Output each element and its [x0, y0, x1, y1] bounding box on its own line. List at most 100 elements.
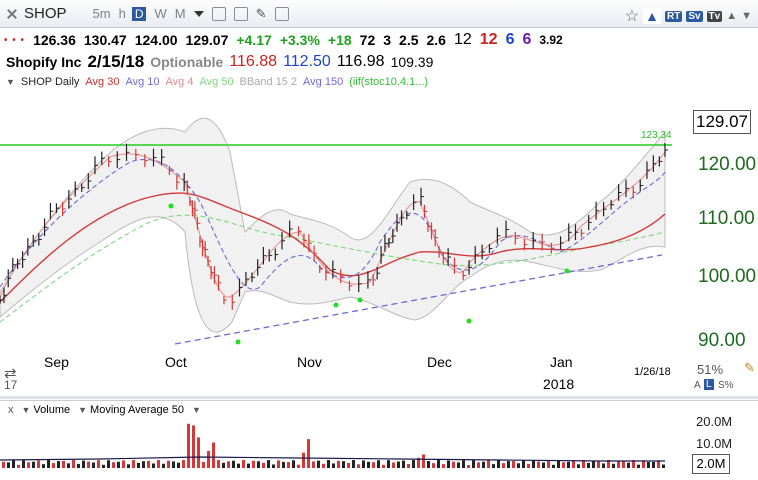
volume-title[interactable]: Volume: [33, 403, 71, 416]
star-icon[interactable]: ☆: [624, 8, 640, 25]
volume-bar: [192, 425, 195, 468]
signal-dot: [466, 318, 472, 324]
volume-bar: [52, 463, 55, 468]
legend-title[interactable]: SHOP Daily: [20, 76, 80, 88]
volume-chart[interactable]: [0, 418, 690, 470]
volume-bar: [182, 460, 185, 468]
interval-h[interactable]: h: [118, 6, 126, 21]
volume-bar: [292, 460, 295, 468]
a-badge[interactable]: A: [694, 380, 701, 391]
volume-bar: [467, 464, 470, 468]
quote-score1: +18: [327, 32, 352, 48]
quote-v7: 6: [505, 31, 515, 48]
volume-bar: [567, 461, 570, 468]
legend-bband[interactable]: BBand 15 2: [239, 76, 298, 88]
x-axis-month: Dec: [427, 354, 452, 370]
volume-bar: [362, 460, 365, 468]
legend-avg10[interactable]: Avg 10: [125, 76, 160, 88]
x-axis-month: Oct: [165, 354, 187, 370]
volume-bar: [267, 460, 270, 468]
chevron-down-icon[interactable]: ▼: [741, 10, 752, 22]
interval-5m[interactable]: 5m: [92, 6, 111, 21]
l-badge[interactable]: L: [704, 379, 714, 390]
vol-close-icon[interactable]: x: [8, 403, 14, 416]
legend-dropdown-icon[interactable]: ▼: [6, 77, 15, 87]
price-chart[interactable]: [0, 92, 690, 345]
s-pct-badge[interactable]: S%: [718, 380, 734, 391]
price-axis[interactable]: 120.00 110.00 100.00 90.00: [692, 92, 758, 351]
sv-icon[interactable]: Sv: [686, 10, 703, 22]
volume-bar: [367, 461, 370, 468]
volume-bar: [327, 460, 330, 468]
volume-bar: [642, 460, 645, 468]
chart-grid-icon[interactable]: [211, 6, 226, 21]
interval-d[interactable]: D: [131, 6, 147, 21]
legend-avg50[interactable]: Avg 50: [199, 76, 234, 88]
interval-m[interactable]: M: [174, 6, 186, 21]
info-p3: 116.98: [336, 53, 385, 70]
legend-stoc[interactable]: (iif(stoc10.4.1...): [349, 76, 429, 88]
alert-icon[interactable]: ▲: [643, 8, 661, 24]
volume-bar: [377, 460, 380, 468]
signal-dot: [168, 203, 174, 209]
volume-bar: [517, 463, 520, 468]
volume-bar: [32, 461, 35, 468]
bollinger-band: [0, 117, 666, 333]
add-study-icon[interactable]: [233, 6, 248, 21]
quote-v1: 72: [359, 32, 376, 48]
volume-bar: [562, 462, 565, 468]
legend-avg4[interactable]: Avg 4: [165, 76, 194, 88]
note-icon[interactable]: [274, 6, 289, 21]
symbol-input[interactable]: SHOP: [24, 5, 67, 22]
legend-avg150[interactable]: Avg 150: [303, 76, 344, 88]
vol-ma-dropdown-icon[interactable]: ▼: [78, 404, 88, 415]
volume-bar: [502, 463, 505, 468]
volume-bar: [622, 461, 625, 468]
tv-icon[interactable]: Tv: [706, 10, 723, 22]
volume-bar: [627, 462, 630, 468]
interval-dropdown-icon[interactable]: [193, 10, 204, 17]
edit-icon[interactable]: ✎: [744, 360, 755, 375]
volume-bar: [412, 460, 415, 468]
signal-dot: [564, 268, 570, 274]
volume-bar: [477, 462, 480, 468]
pane-divider[interactable]: [0, 396, 758, 399]
pct-label: 51%: [697, 362, 724, 377]
quote-v2: 3: [383, 32, 392, 48]
close-icon[interactable]: [6, 8, 18, 20]
chevron-up-icon[interactable]: ▲: [726, 10, 738, 22]
volume-bar: [402, 460, 405, 468]
quote-v5: 12: [453, 31, 472, 48]
trend-line[interactable]: [174, 254, 663, 345]
volume-bar: [372, 462, 375, 468]
quote-v8: 6: [522, 31, 532, 48]
volume-bar: [277, 460, 280, 468]
volume-bar: [67, 463, 70, 468]
vol-ma-dropdown-icon[interactable]: ▼: [192, 404, 201, 415]
volume-bar: [487, 460, 490, 468]
vol-dropdown-icon[interactable]: ▼: [21, 404, 31, 415]
volume-bar: [302, 452, 305, 468]
quote-close: 129.07: [185, 32, 229, 48]
volume-bar: [242, 460, 245, 468]
volume-bar: [17, 464, 20, 468]
sync-icon[interactable]: ⇄: [4, 365, 17, 382]
rt-icon[interactable]: RT: [664, 10, 683, 22]
volume-bar: [387, 460, 390, 468]
volume-bar: [202, 461, 205, 468]
volume-bar: [472, 460, 475, 468]
pencil-icon[interactable]: ✎: [255, 5, 267, 21]
quote-v3: 2.5: [399, 32, 419, 48]
toolbar-right-icons: ☆ ▲ RT Sv Tv ▲ ▼: [625, 6, 752, 26]
volume-bar: [2, 461, 5, 468]
legend-avg30[interactable]: Avg 30: [85, 76, 120, 88]
volume-bar: [637, 464, 640, 468]
volume-bar: [397, 461, 400, 468]
x-axis-month: Sep: [44, 354, 69, 370]
price-bars: [0, 143, 668, 310]
volume-ma-label[interactable]: Moving Average 50: [90, 403, 185, 416]
interval-w[interactable]: W: [154, 6, 167, 21]
volume-bar: [357, 464, 360, 468]
x-axis: Sep Oct Nov Dec Jan: [0, 348, 690, 393]
avg30-line: [0, 192, 666, 303]
